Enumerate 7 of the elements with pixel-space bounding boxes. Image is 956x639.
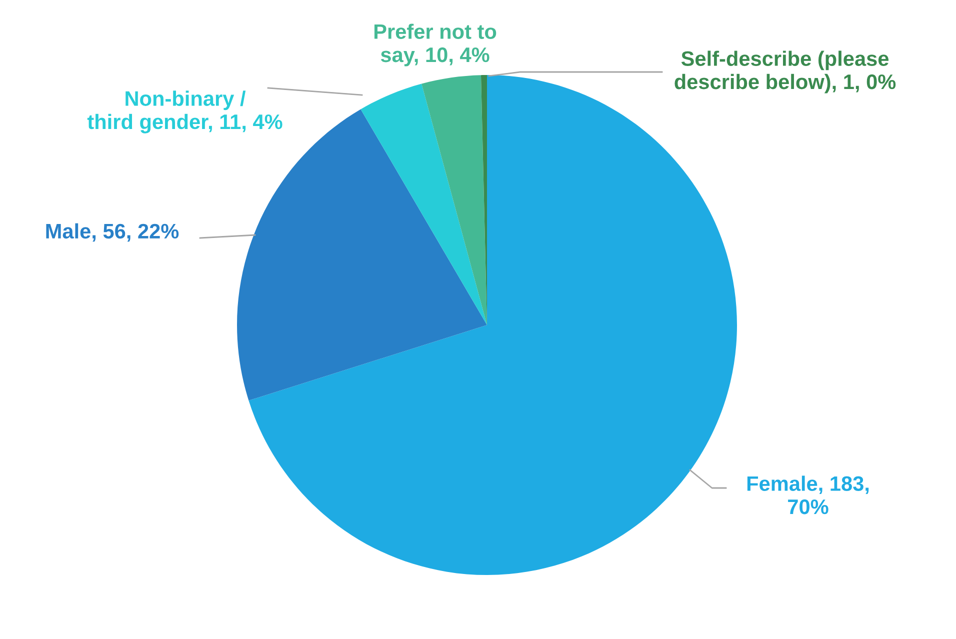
slice-label: Non-binary / third gender, 11, 4% <box>87 90 282 134</box>
pie-slice <box>422 75 487 325</box>
slice-label: Female, 183, 70% <box>747 476 869 514</box>
slice-label: Prefer not to say, 10, 4% <box>374 24 496 66</box>
slice-label: Male, 56, 22% <box>46 223 179 242</box>
slice-label: Self-describe (please describe below), 1, 0% <box>674 50 896 94</box>
pie-slice <box>360 84 487 325</box>
